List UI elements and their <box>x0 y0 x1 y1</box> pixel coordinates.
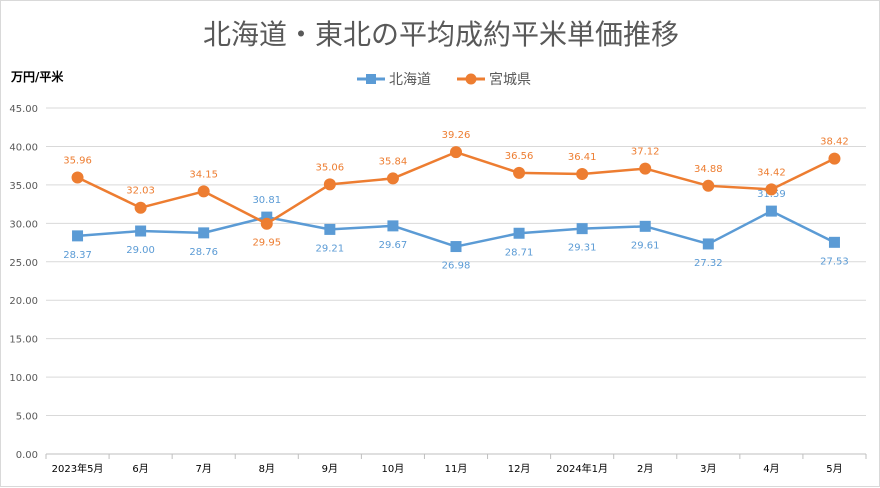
x-tick-label: 2月 <box>637 463 653 475</box>
y-tick-label: 20.00 <box>9 296 38 307</box>
data-point-square <box>513 227 525 239</box>
data-point-square <box>72 230 84 242</box>
data-point-circle <box>765 183 778 196</box>
data-label: 29.95 <box>252 238 281 249</box>
data-point-circle <box>386 172 399 185</box>
data-point-circle <box>134 201 147 214</box>
y-tick-label: 25.00 <box>9 258 38 269</box>
x-tick-label: 7月 <box>196 463 212 475</box>
data-point-square <box>576 223 588 235</box>
y-axis-unit-label: 万円/平米 <box>11 70 64 84</box>
x-tick-label: 9月 <box>322 463 338 475</box>
data-point-circle <box>323 178 336 191</box>
data-label: 29.00 <box>126 245 155 256</box>
data-point-square <box>387 220 399 232</box>
data-point-circle <box>450 146 462 159</box>
data-point-circle <box>828 152 841 165</box>
y-tick-label: 30.00 <box>9 219 38 230</box>
data-label: 36.41 <box>568 152 597 163</box>
data-point-square <box>765 205 777 217</box>
data-label: 34.42 <box>757 167 786 178</box>
data-label: 27.53 <box>820 256 849 267</box>
y-tick-label: 0.00 <box>16 450 38 461</box>
data-point-square <box>702 238 714 250</box>
data-point-square <box>324 223 336 235</box>
data-label: 35.84 <box>379 156 408 167</box>
x-tick-label: 6月 <box>132 463 148 475</box>
data-label: 34.88 <box>694 164 723 175</box>
chart-title: 北海道・東北の平均成約平米単価推移 <box>202 18 679 51</box>
y-tick-label: 5.00 <box>16 412 38 423</box>
data-label: 29.67 <box>379 240 408 251</box>
y-tick-label: 40.00 <box>9 142 38 153</box>
data-point-square <box>198 227 210 239</box>
y-tick-label: 35.00 <box>9 181 38 192</box>
data-label: 38.42 <box>820 137 849 148</box>
y-tick-label: 15.00 <box>9 335 38 346</box>
data-label: 32.03 <box>126 186 155 197</box>
data-label: 28.71 <box>505 247 534 258</box>
x-tick-label: 4月 <box>763 463 779 475</box>
data-point-square <box>639 220 651 232</box>
x-tick-label: 12月 <box>508 463 531 475</box>
data-label: 29.61 <box>631 240 660 251</box>
legend-marker-square <box>366 74 376 84</box>
x-tick-label: 5月 <box>826 463 842 475</box>
data-label: 34.15 <box>189 169 218 180</box>
data-point-circle <box>197 185 210 198</box>
data-label: 37.12 <box>631 147 660 158</box>
data-point-square <box>450 241 462 253</box>
x-tick-label: 2023年5月 <box>52 462 104 475</box>
legend-marker-circle <box>465 73 477 85</box>
data-point-circle <box>576 168 589 181</box>
data-label: 26.98 <box>442 261 471 272</box>
data-label: 29.31 <box>568 243 597 254</box>
legend-label: 北海道 <box>389 72 431 88</box>
y-tick-label: 45.00 <box>9 104 38 115</box>
data-point-circle <box>513 166 526 179</box>
data-point-circle <box>639 162 652 175</box>
x-tick-label: 11月 <box>445 463 468 475</box>
data-point-circle <box>71 171 84 184</box>
data-label: 27.32 <box>694 258 723 269</box>
data-label: 36.56 <box>505 151 534 162</box>
data-label: 35.06 <box>316 162 345 173</box>
data-point-circle <box>702 179 715 192</box>
data-label: 28.76 <box>189 247 218 258</box>
x-tick-label: 2024年1月 <box>556 462 608 475</box>
y-tick-label: 10.00 <box>9 373 38 384</box>
data-label: 39.26 <box>442 130 471 141</box>
x-tick-label: 10月 <box>382 463 405 475</box>
x-tick-label: 8月 <box>259 463 275 475</box>
data-point-circle <box>260 217 273 230</box>
data-label: 28.37 <box>63 250 92 261</box>
data-point-square <box>135 225 147 237</box>
data-label: 29.21 <box>316 243 345 254</box>
data-label: 35.96 <box>63 156 92 167</box>
data-point-square <box>261 211 273 223</box>
data-label: 30.81 <box>252 195 281 206</box>
data-point-square <box>828 236 840 248</box>
legend-label: 宮城県 <box>489 72 531 88</box>
x-tick-label: 3月 <box>700 463 716 475</box>
